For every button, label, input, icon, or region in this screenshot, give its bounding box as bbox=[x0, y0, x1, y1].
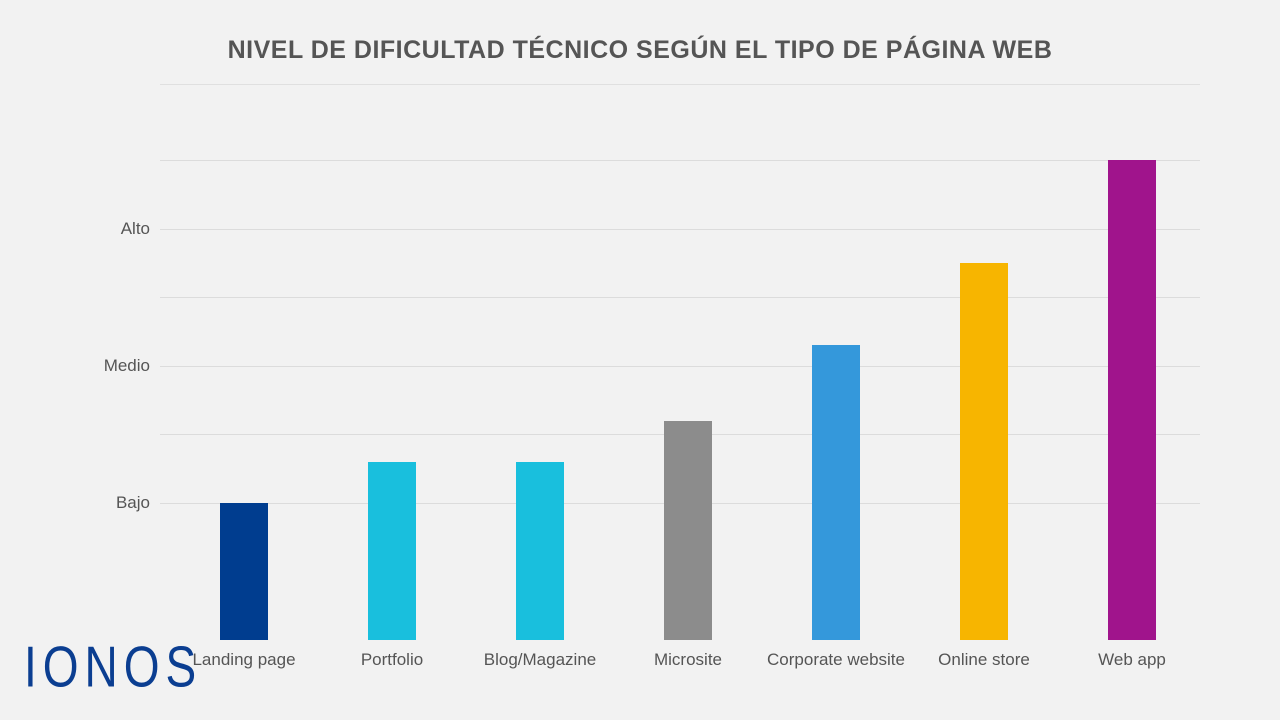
x-axis-label: Landing page bbox=[192, 650, 295, 670]
chart-plot-area: BajoMedioAltoLanding pagePortfolioBlog/M… bbox=[160, 160, 1200, 640]
bar bbox=[960, 263, 1008, 640]
x-axis-label: Portfolio bbox=[361, 650, 423, 670]
chart-title: NIVEL DE DIFICULTAD TÉCNICO SEGÚN EL TIP… bbox=[0, 0, 1280, 65]
bar bbox=[812, 345, 860, 640]
ionos-logo: IONOS bbox=[24, 633, 202, 701]
x-axis-label: Corporate website bbox=[767, 650, 905, 670]
x-axis-label: Blog/Magazine bbox=[484, 650, 596, 670]
x-axis-label: Online store bbox=[938, 650, 1030, 670]
y-axis-label: Medio bbox=[30, 356, 150, 376]
bar bbox=[220, 503, 268, 640]
y-axis-label: Alto bbox=[30, 219, 150, 239]
y-axis-label: Bajo bbox=[30, 493, 150, 513]
x-axis-label: Web app bbox=[1098, 650, 1166, 670]
gridline bbox=[160, 160, 1200, 161]
gridline bbox=[160, 297, 1200, 298]
bar bbox=[664, 421, 712, 640]
x-axis-label: Microsite bbox=[654, 650, 722, 670]
gridline bbox=[160, 366, 1200, 367]
gridline bbox=[160, 229, 1200, 230]
bar bbox=[368, 462, 416, 640]
bar bbox=[516, 462, 564, 640]
bar bbox=[1108, 160, 1156, 640]
title-divider bbox=[160, 84, 1200, 85]
